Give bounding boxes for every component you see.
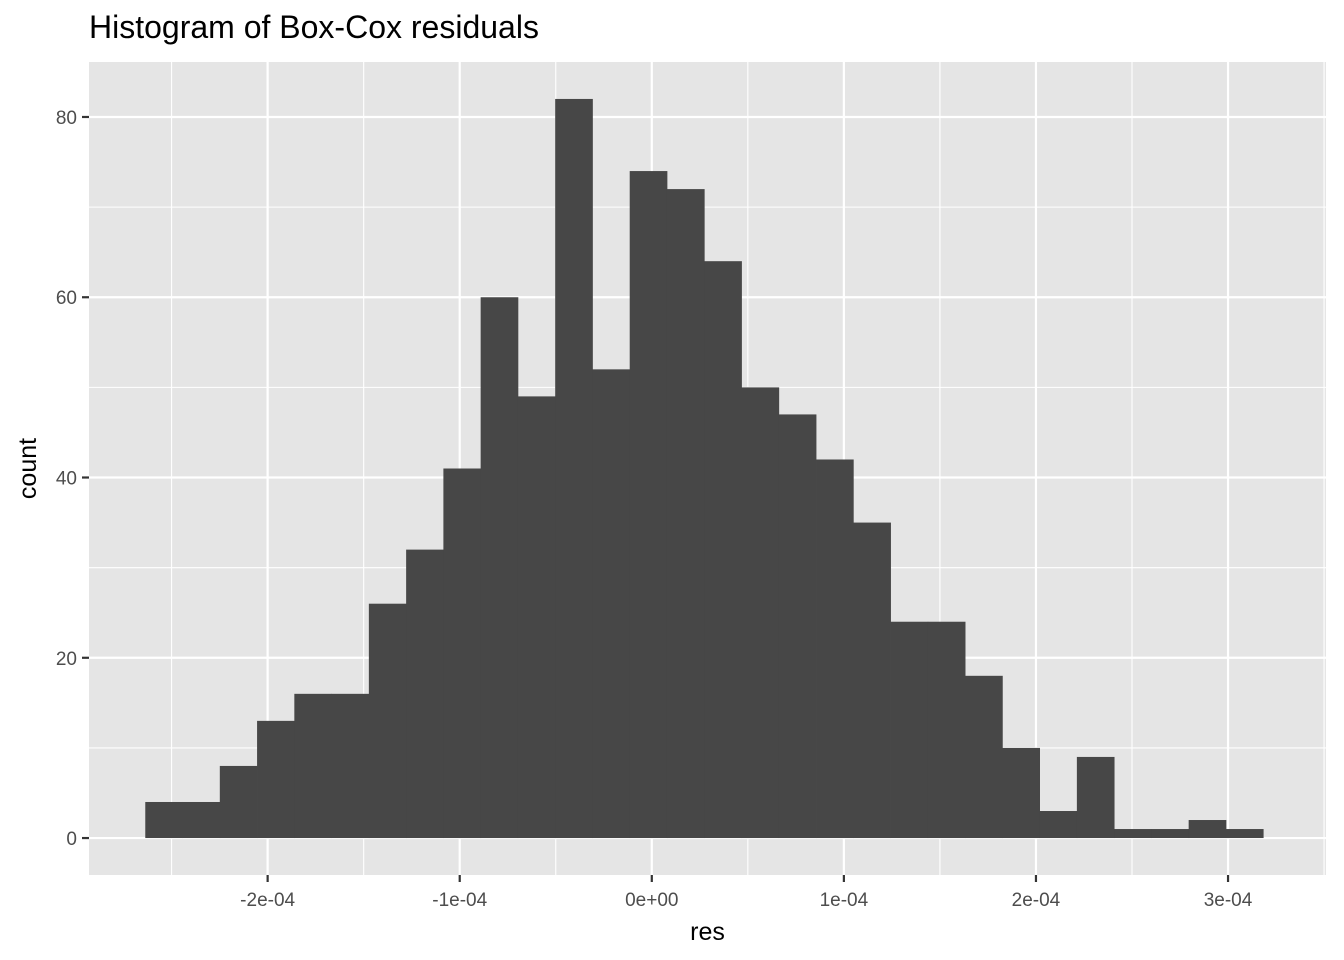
histogram-bar bbox=[778, 414, 817, 839]
x-tick-label: 1e-04 bbox=[820, 890, 869, 911]
histogram-bar bbox=[406, 549, 444, 839]
histogram-bar bbox=[629, 171, 668, 839]
histogram-bar bbox=[517, 396, 556, 839]
histogram-bar bbox=[1076, 756, 1115, 839]
histogram-bar bbox=[294, 693, 332, 839]
histogram-bar bbox=[965, 675, 1003, 839]
chart-title: Histogram of Box-Cox residuals bbox=[89, 9, 539, 45]
histogram-bars bbox=[145, 98, 1264, 839]
histogram-bar bbox=[927, 621, 966, 839]
histogram-bar bbox=[219, 765, 258, 839]
histogram-bar bbox=[368, 603, 407, 839]
y-axis: 0 20 40 60 80 bbox=[56, 108, 89, 850]
y-tick-label: 80 bbox=[56, 108, 77, 129]
histogram-bar bbox=[890, 621, 929, 839]
histogram-bar bbox=[555, 98, 593, 839]
y-tick-label: 40 bbox=[56, 469, 77, 490]
histogram-bar bbox=[592, 369, 631, 839]
y-tick-label: 20 bbox=[56, 649, 77, 670]
histogram-bar bbox=[1225, 829, 1264, 839]
x-tick-label: 3e-04 bbox=[1204, 890, 1253, 911]
y-tick-label: 60 bbox=[56, 288, 77, 309]
x-axis: -2e-04 -1e-04 0e+00 1e-04 2e-04 3e-04 bbox=[240, 875, 1253, 911]
y-axis-title: count bbox=[14, 438, 42, 499]
histogram-bar bbox=[331, 693, 370, 839]
x-tick-label: 0e+00 bbox=[625, 890, 678, 911]
x-axis-title: res bbox=[690, 918, 725, 946]
histogram-bar bbox=[257, 720, 295, 839]
x-tick-label: -1e-04 bbox=[432, 890, 487, 911]
histogram-bar bbox=[704, 261, 742, 839]
x-tick-label: -2e-04 bbox=[240, 890, 295, 911]
histogram-bar bbox=[1188, 820, 1227, 839]
histogram-bar bbox=[145, 801, 183, 839]
histogram-bar bbox=[741, 387, 780, 839]
x-tick-label: 2e-04 bbox=[1012, 890, 1061, 911]
histogram-bar bbox=[1151, 829, 1190, 839]
histogram-bar bbox=[1002, 747, 1040, 839]
histogram-bar bbox=[443, 468, 482, 839]
histogram-bar bbox=[1114, 829, 1152, 839]
y-tick-label: 0 bbox=[66, 829, 77, 850]
histogram-bar bbox=[182, 801, 221, 839]
histogram-bar bbox=[666, 189, 705, 839]
histogram-bar bbox=[816, 459, 854, 839]
histogram-bar bbox=[480, 297, 519, 839]
histogram-bar bbox=[853, 522, 891, 839]
histogram-bar bbox=[1039, 811, 1078, 839]
